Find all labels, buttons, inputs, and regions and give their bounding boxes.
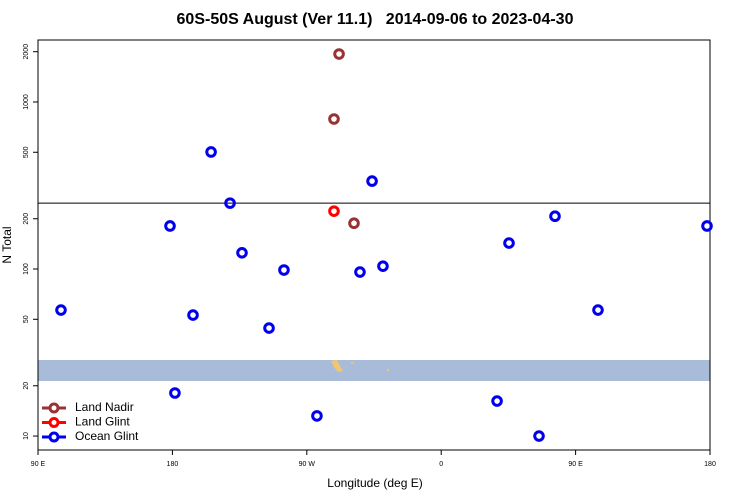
- point: [187, 309, 199, 321]
- point: [169, 387, 181, 399]
- legend-marker: [48, 431, 60, 443]
- point: [533, 430, 545, 442]
- point: [224, 197, 236, 209]
- y-tick-label: 500: [23, 146, 30, 158]
- x-tick-label: 180: [704, 461, 716, 468]
- legend-marker: [48, 417, 60, 428]
- map-land: [387, 369, 389, 371]
- point: [55, 304, 67, 316]
- y-tick-label: 10: [23, 432, 30, 440]
- y-tick-label: 200: [23, 213, 30, 225]
- map-land: [351, 362, 354, 364]
- y-tick-label: 50: [23, 315, 30, 323]
- map-strip: [38, 360, 710, 381]
- y-tick-label: 1000: [23, 94, 30, 110]
- x-tick-label: 180: [167, 461, 179, 468]
- point: [236, 247, 248, 259]
- point: [278, 264, 290, 276]
- point: [205, 146, 217, 158]
- point: [549, 210, 561, 223]
- point: [503, 237, 515, 249]
- legend-label: Land Glint: [75, 415, 130, 429]
- point: [701, 220, 713, 232]
- x-tick-label: 90 E: [31, 461, 46, 468]
- legend-marker: [48, 402, 60, 414]
- point: [164, 220, 176, 232]
- point: [263, 322, 275, 334]
- x-tick-label: 0: [439, 461, 443, 468]
- map-land: [331, 360, 343, 372]
- y-tick-label: 20: [23, 382, 30, 390]
- point: [328, 205, 340, 217]
- point: [377, 260, 389, 272]
- point: [348, 217, 360, 230]
- y-axis-label: N Total: [0, 226, 14, 263]
- point: [354, 266, 366, 278]
- point: [328, 113, 340, 125]
- point: [366, 175, 378, 187]
- y-tick-label: 100: [23, 263, 30, 275]
- legend-label: Land Nadir: [75, 400, 134, 414]
- point: [333, 48, 345, 60]
- point: [491, 395, 503, 407]
- x-axis-label: Longitude (deg E): [327, 476, 422, 490]
- legend-label: Ocean Glint: [75, 429, 139, 443]
- chart-title: 60S-50S August (Ver 11.1) 2014-09-06 to …: [177, 11, 574, 28]
- point: [592, 304, 604, 316]
- x-tick-label: 90 E: [568, 461, 583, 468]
- x-tick-label: 90 W: [299, 461, 316, 468]
- y-tick-label: 2000: [23, 44, 30, 60]
- point: [311, 410, 323, 422]
- plot-frame: [37, 39, 711, 451]
